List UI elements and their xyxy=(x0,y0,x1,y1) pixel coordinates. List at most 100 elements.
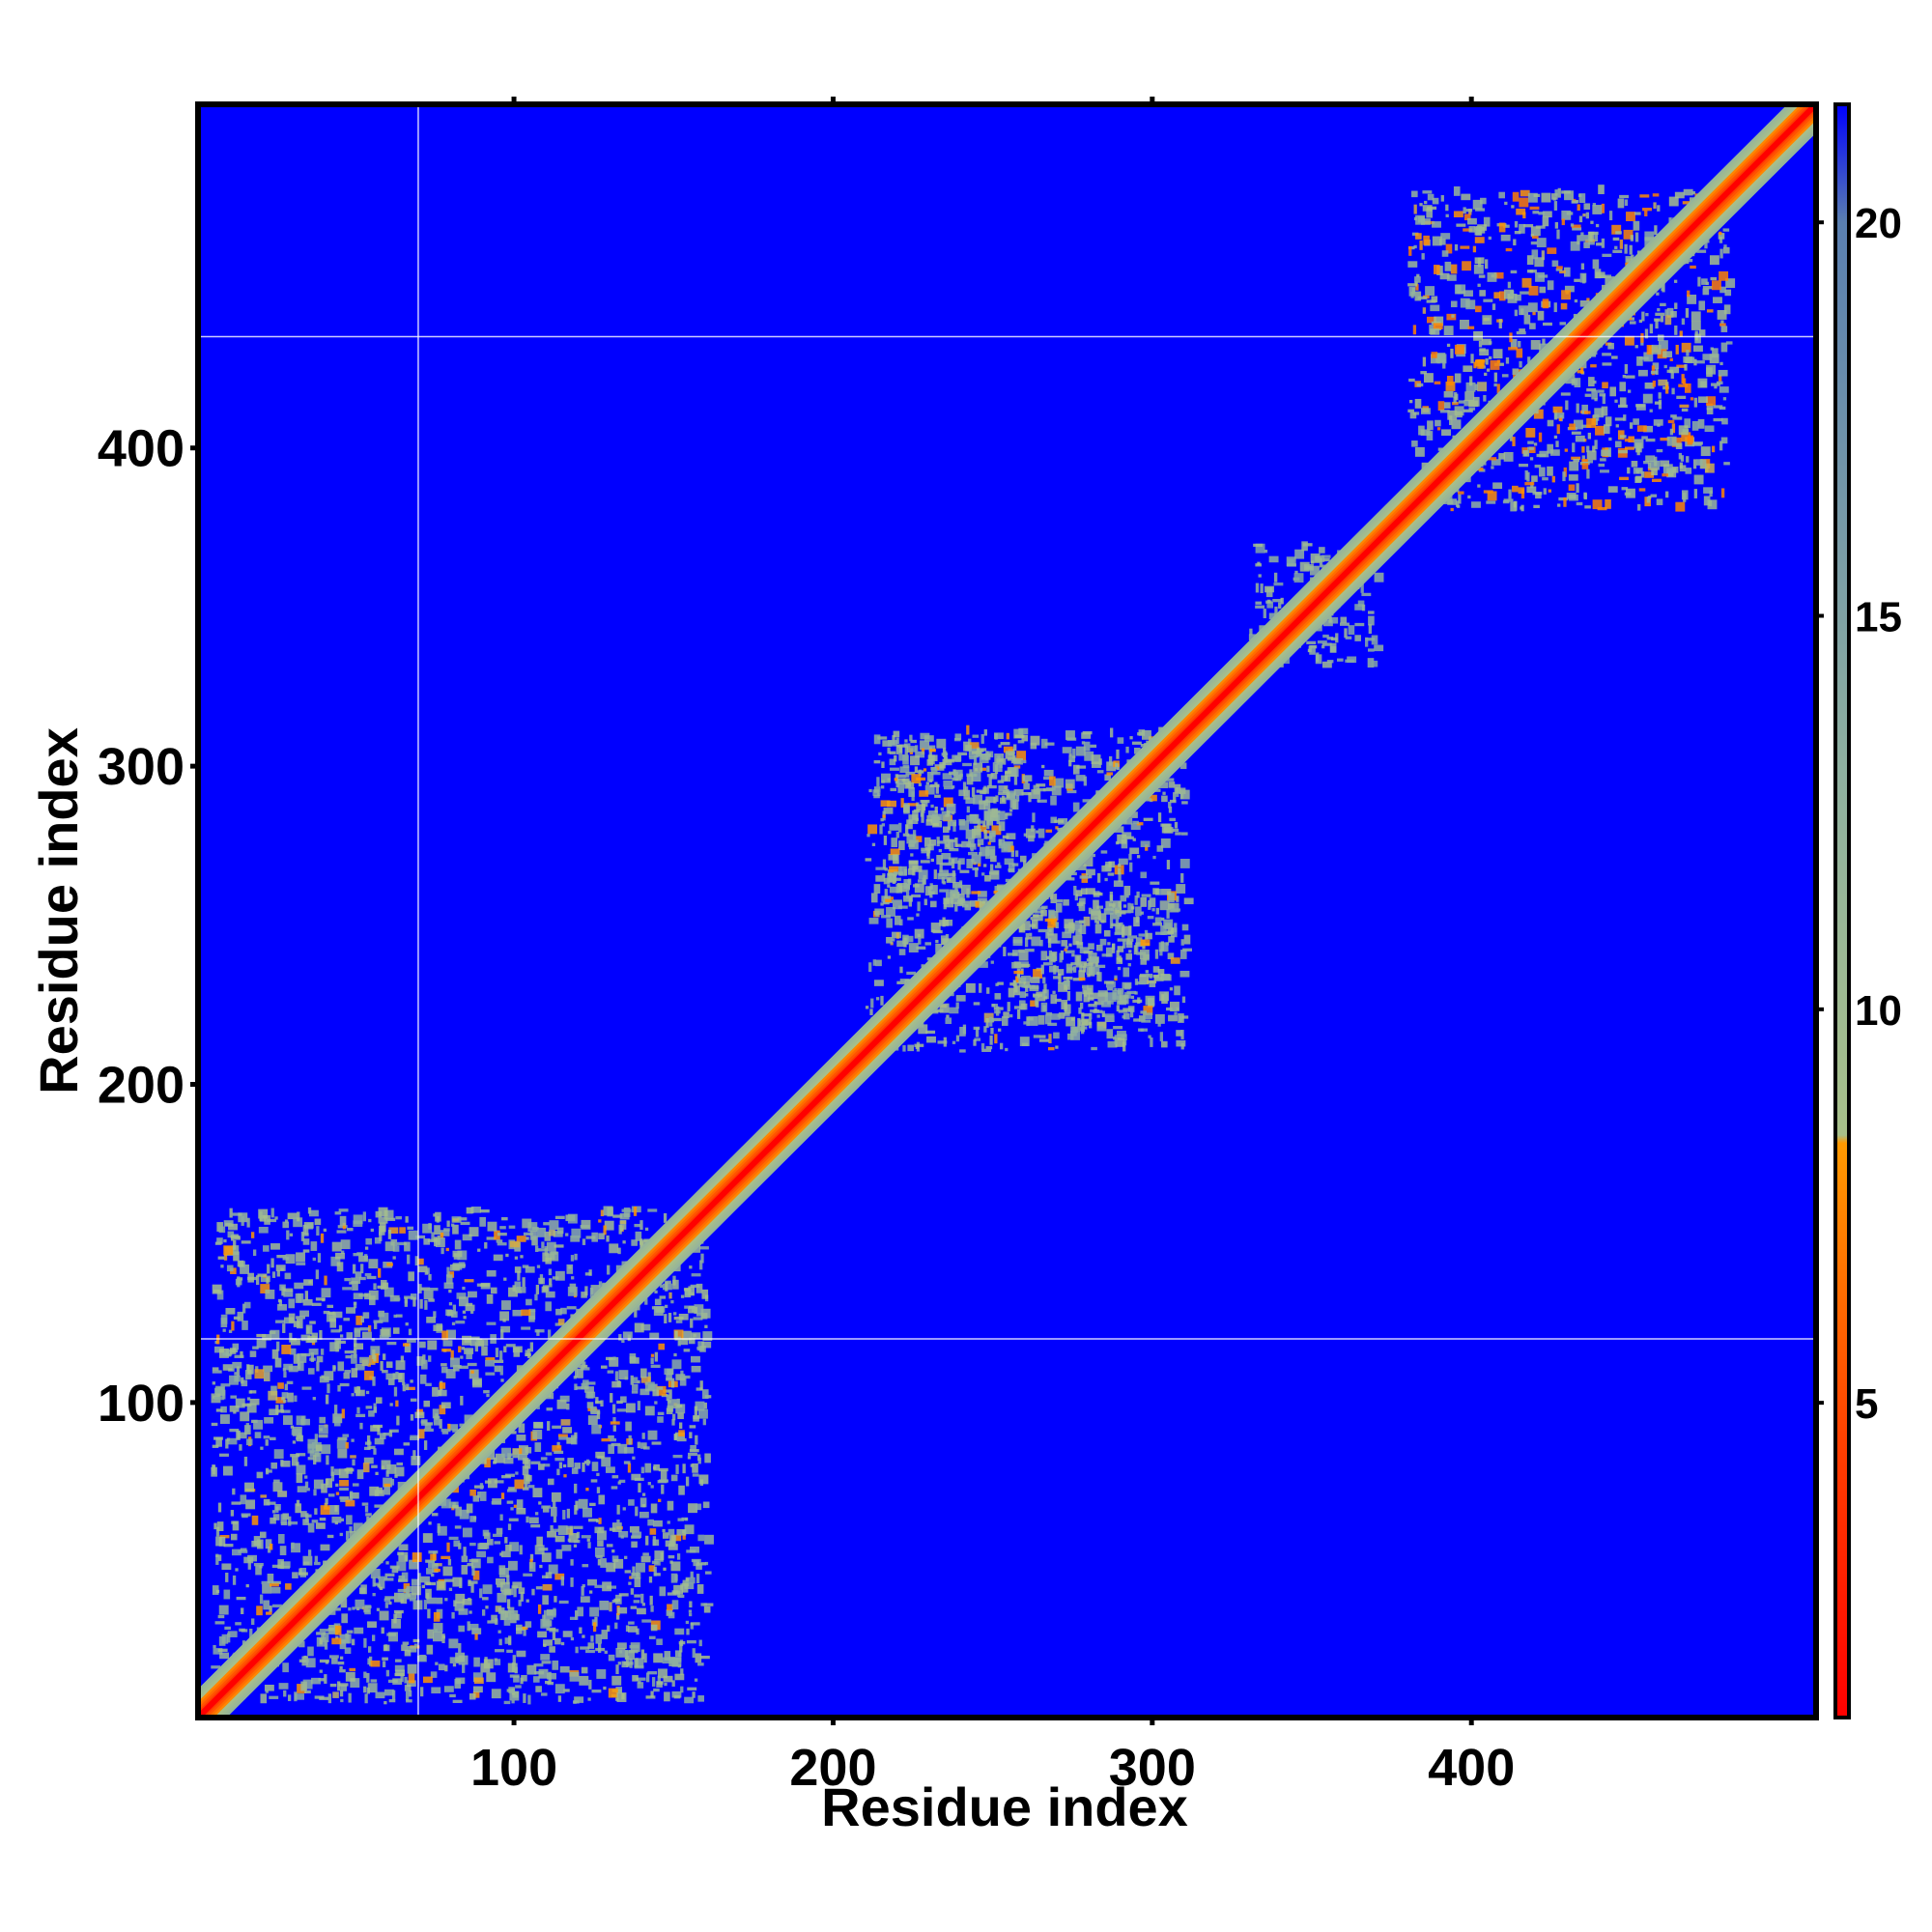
contact-cell xyxy=(1117,737,1124,744)
contact-cell xyxy=(535,1245,539,1253)
contact-cell xyxy=(1704,425,1715,433)
contact-cell xyxy=(568,1532,579,1543)
contact-cell xyxy=(1118,864,1122,867)
contact-cell xyxy=(472,1570,480,1580)
contact-cell xyxy=(965,829,976,839)
contact-cell xyxy=(497,1630,501,1634)
contact-cell xyxy=(1673,279,1678,283)
contact-cell xyxy=(885,898,892,902)
contact-cell xyxy=(1065,779,1075,789)
contact-cell xyxy=(943,780,953,787)
contact-cell xyxy=(667,1592,677,1596)
contact-cell xyxy=(427,1340,438,1350)
contact-cell xyxy=(462,1663,466,1673)
contact-cell xyxy=(994,732,1004,740)
contact-cell xyxy=(1164,992,1168,1002)
contact-cell xyxy=(645,1535,649,1546)
contact-cell xyxy=(971,751,981,754)
contact-cell xyxy=(211,1665,221,1669)
contact-cell xyxy=(274,1503,281,1511)
contact-cell xyxy=(361,1502,369,1506)
contact-cell xyxy=(227,1631,238,1637)
contact-cell xyxy=(428,1273,432,1281)
contact-cell xyxy=(1584,505,1591,509)
contact-cell xyxy=(213,1648,223,1655)
contact-cell xyxy=(1614,440,1622,448)
contact-cell xyxy=(311,1520,319,1523)
contact-cell xyxy=(664,1314,668,1323)
contact-cell xyxy=(530,1461,541,1464)
contact-cell xyxy=(1010,850,1014,858)
contact-cell xyxy=(499,1581,510,1592)
contact-cell xyxy=(650,1503,658,1514)
contact-cell xyxy=(1556,266,1563,270)
contact-cell xyxy=(265,1439,269,1446)
contact-cell xyxy=(516,1508,526,1515)
contact-cell xyxy=(554,1535,565,1543)
contact-cell xyxy=(469,1623,479,1631)
contact-cell xyxy=(1655,312,1665,316)
contact-cell xyxy=(385,1470,389,1477)
contact-cell xyxy=(1025,780,1029,784)
contact-cell xyxy=(1021,734,1029,742)
contact-cell xyxy=(1511,205,1515,209)
contact-cell xyxy=(1169,902,1179,913)
contact-cell xyxy=(540,1457,548,1461)
contact-cell xyxy=(447,1423,451,1431)
contact-cell xyxy=(270,1243,280,1250)
contact-cell xyxy=(533,1676,540,1683)
contact-cell xyxy=(500,1550,511,1558)
contact-cell xyxy=(384,1573,395,1577)
contact-cell xyxy=(441,1330,448,1341)
contact-cell xyxy=(1557,187,1561,198)
contact-cell xyxy=(703,1605,711,1613)
contact-cell xyxy=(658,1467,668,1472)
contact-cell xyxy=(652,1536,657,1547)
contact-cell xyxy=(1143,1006,1153,1015)
contact-cell xyxy=(316,1632,327,1635)
contact-cell xyxy=(616,1642,627,1649)
contact-cell xyxy=(445,1369,456,1378)
contact-cell xyxy=(416,1355,424,1366)
contact-cell xyxy=(364,1605,371,1615)
contact-cell xyxy=(494,1230,500,1240)
contact-cell xyxy=(1047,1022,1058,1027)
contact-cell xyxy=(607,1585,617,1589)
contact-cell xyxy=(1083,741,1091,752)
contact-cell xyxy=(439,1405,446,1415)
contact-cell xyxy=(1107,1040,1118,1048)
contact-cell xyxy=(927,810,938,817)
contact-cell xyxy=(313,1455,317,1465)
contact-cell xyxy=(537,1631,548,1638)
contact-cell xyxy=(237,1311,244,1321)
contact-cell xyxy=(582,1462,585,1472)
contact-cell xyxy=(965,797,976,805)
contact-cell xyxy=(704,1534,714,1545)
contact-cell xyxy=(929,749,936,753)
contact-cell xyxy=(898,840,905,851)
contact-cell xyxy=(1563,497,1567,507)
contact-cell xyxy=(1658,392,1662,399)
contact-cell xyxy=(375,1397,383,1404)
contact-cell xyxy=(929,783,940,788)
contact-cell xyxy=(1660,460,1670,468)
contact-cell xyxy=(547,1672,556,1680)
contact-cell xyxy=(915,836,923,842)
contact-cell xyxy=(1088,952,1092,962)
contact-cell xyxy=(1176,1039,1186,1047)
contact-cell xyxy=(1533,504,1540,509)
contact-cell xyxy=(1711,280,1721,291)
contact-cell xyxy=(654,1351,659,1362)
contact-cell xyxy=(971,891,981,895)
contact-cell xyxy=(1527,446,1534,450)
contact-cell xyxy=(242,1403,252,1406)
contact-cell xyxy=(304,1690,311,1694)
contact-cell xyxy=(457,1217,468,1221)
contact-cell xyxy=(589,1606,600,1617)
contact-cell xyxy=(1013,728,1024,739)
contact-cell xyxy=(577,1606,583,1617)
contact-cell xyxy=(393,1386,398,1397)
contact-cell xyxy=(1055,902,1063,913)
contact-cell xyxy=(671,1534,682,1542)
contact-cell xyxy=(698,1474,709,1485)
